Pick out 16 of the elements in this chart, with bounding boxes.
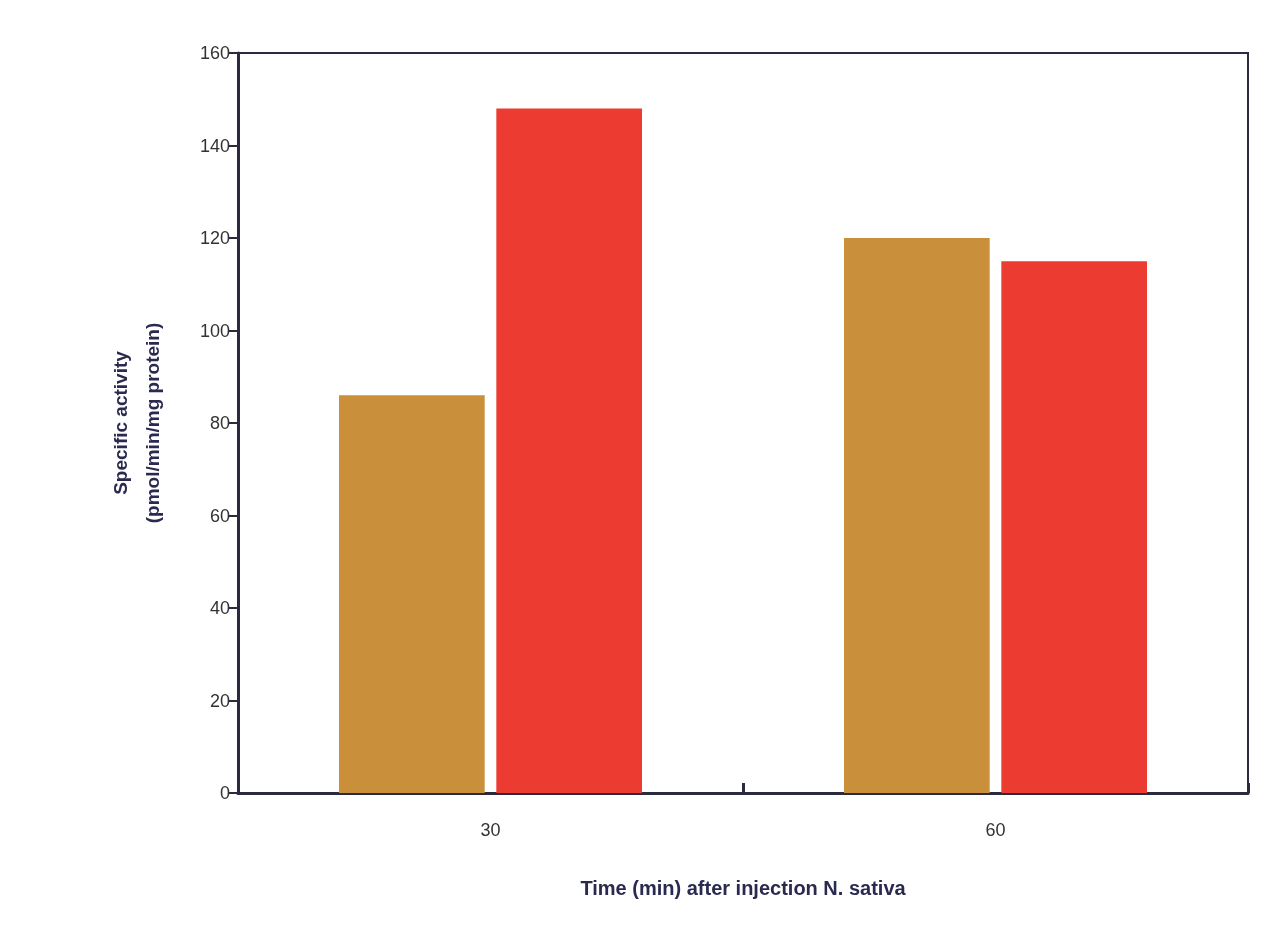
y-tick-label: 0 (219, 783, 230, 803)
y-tick-label: 60 (209, 505, 230, 526)
bar (496, 108, 642, 793)
y-tick-label: 80 (209, 413, 230, 433)
x-axis-title: Time (min) after injection N. sativa (580, 877, 907, 899)
bar (844, 238, 990, 793)
bar (339, 395, 485, 793)
y-tick-label: 140 (199, 135, 230, 156)
y-tick-label: 40 (209, 598, 230, 618)
y-tick-label: 160 (199, 43, 230, 63)
y-tick-label: 120 (199, 228, 230, 248)
y-axis-title: Specific activity (pmol/min/mg protein) (109, 322, 163, 524)
bar (1001, 261, 1147, 793)
y-tick-label: 20 (209, 690, 230, 711)
y-tick-label: 100 (199, 320, 230, 341)
x-tick-label: 30 (480, 820, 501, 840)
